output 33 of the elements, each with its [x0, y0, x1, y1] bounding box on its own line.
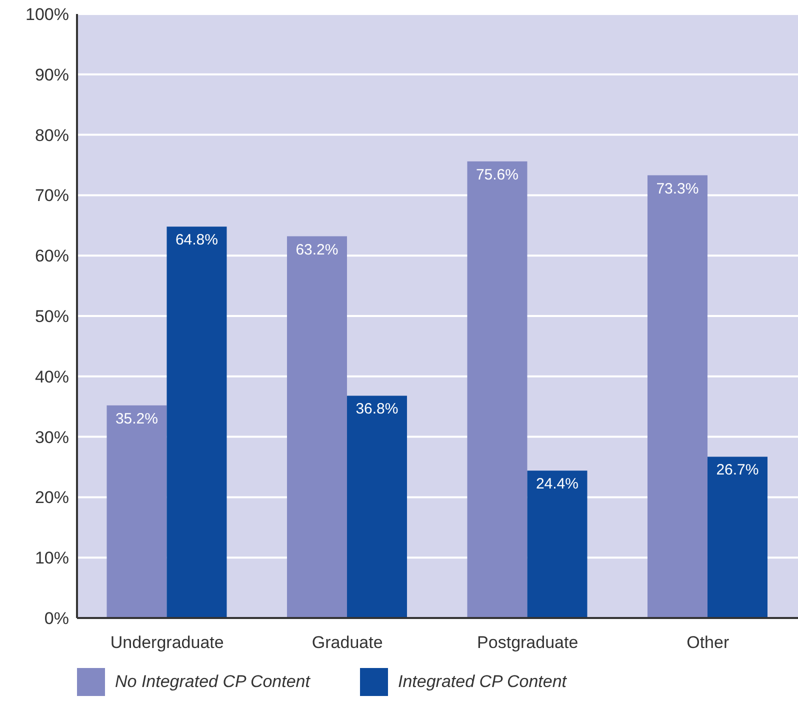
bar [286, 236, 347, 618]
y-tick-label: 50% [34, 307, 69, 326]
bar [166, 226, 227, 618]
text: 24.4% [536, 476, 579, 493]
bar [106, 405, 167, 618]
legend-label: No Integrated CP Content [115, 672, 310, 692]
y-tick-label: 40% [34, 367, 69, 386]
y-tick-label: 60% [34, 246, 69, 266]
text: 63.2% [296, 241, 338, 258]
text: 73.3% [656, 180, 699, 198]
x-tick-label: Other [686, 633, 730, 652]
text: 36.8% [356, 400, 398, 418]
x-tick-label: Undergraduate [110, 633, 224, 652]
y-tick-label: 20% [34, 488, 69, 508]
y-tick-label: 30% [34, 428, 69, 447]
y-tick-label: 90% [34, 65, 69, 84]
y-tick-label: 80% [34, 126, 69, 145]
text: 26.7% [716, 462, 759, 479]
text: 35.2% [115, 410, 158, 428]
bar [647, 175, 708, 618]
legend-label: Integrated CP Content [398, 672, 567, 692]
y-tick-label: 70% [34, 186, 69, 206]
bar [707, 456, 768, 618]
bar [467, 161, 528, 618]
x-tick-label: Graduate [312, 633, 383, 652]
text: 64.8% [175, 232, 218, 249]
bar [527, 470, 588, 618]
y-tick-label: 10% [34, 548, 69, 568]
text: 75.6% [476, 166, 519, 184]
y-tick-label: 0% [44, 609, 69, 628]
x-tick-label: Postgraduate [477, 633, 578, 652]
bar [346, 396, 407, 618]
y-tick-label: 100% [26, 5, 69, 24]
